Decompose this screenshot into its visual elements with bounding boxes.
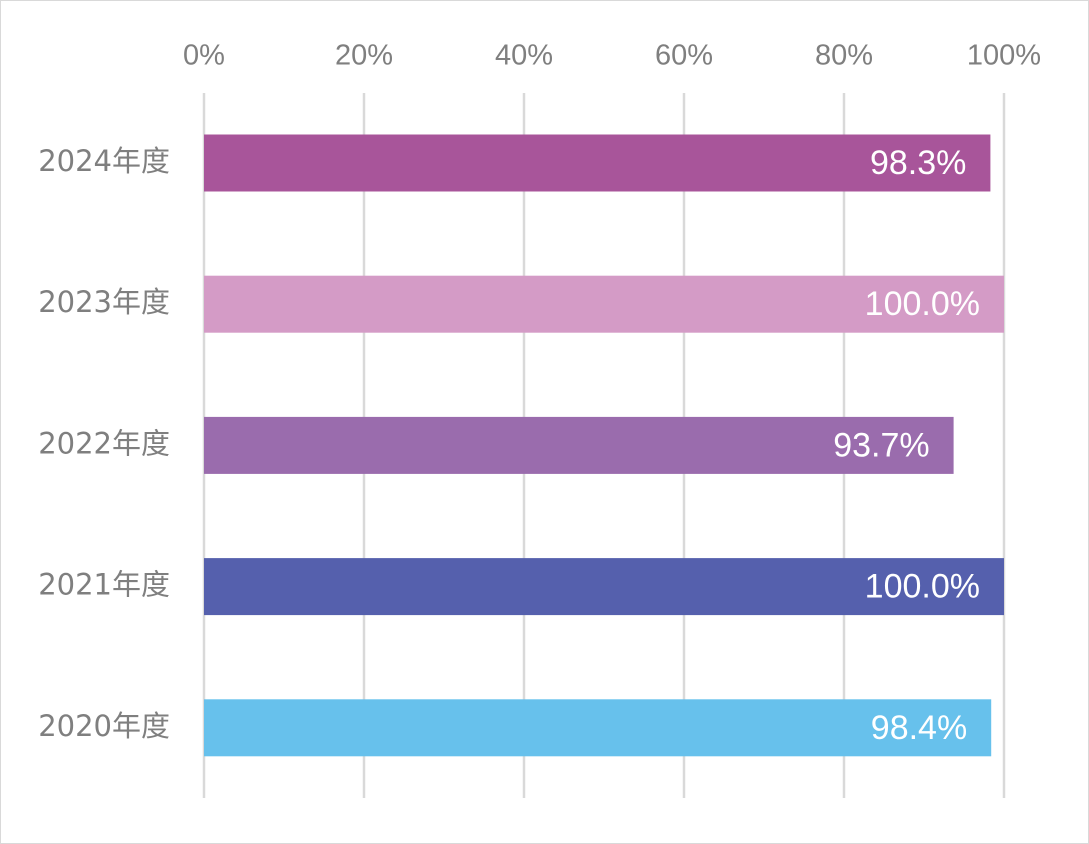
data-label: 100.0%: [865, 568, 980, 606]
bar: [204, 699, 992, 757]
category-label: 2020年度: [38, 709, 170, 743]
category-label: 2024年度: [38, 144, 170, 178]
x-tick-label: 80%: [815, 40, 873, 72]
category-label: 2021年度: [38, 568, 170, 602]
x-tick-label: 100%: [967, 40, 1041, 72]
category-label: 2022年度: [38, 426, 170, 460]
category-label: 2023年度: [38, 285, 170, 319]
x-tick-label: 0%: [183, 40, 225, 72]
data-label: 100.0%: [865, 285, 980, 323]
x-tick-label: 60%: [655, 40, 713, 72]
category-labels: 2024年度 2023年度 2022年度 2021年度 2020年度: [38, 144, 170, 743]
data-label: 98.4%: [871, 709, 967, 747]
data-label: 98.3%: [870, 144, 966, 182]
bar: [204, 134, 991, 192]
data-labels: 98.3% 100.0% 93.7% 100.0% 98.4%: [833, 144, 980, 747]
bar: [204, 416, 954, 474]
x-tick-label: 20%: [335, 40, 393, 72]
x-axis-ticks: 0% 20% 40% 60% 80% 100%: [183, 40, 1041, 72]
bar: [204, 275, 1004, 333]
bars: [204, 134, 1004, 757]
x-tick-label: 40%: [495, 40, 553, 72]
bar: [204, 558, 1004, 616]
data-label: 93.7%: [833, 426, 929, 464]
